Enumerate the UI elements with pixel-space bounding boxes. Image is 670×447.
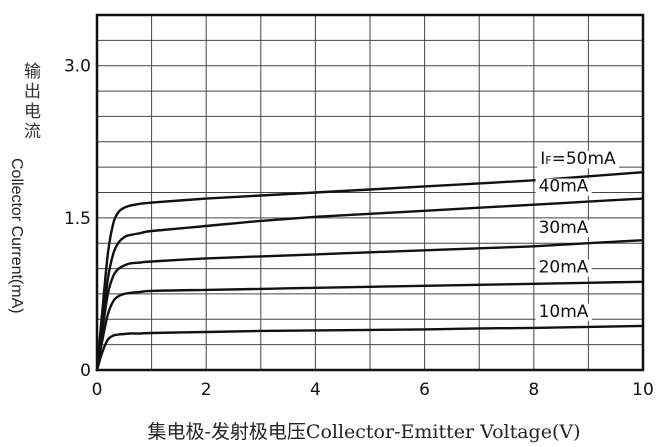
y-tick-label: 0 [80, 361, 91, 381]
y-axis-label-en: Collector Current(mA) [8, 158, 25, 314]
y-axis-label-cn: 输出电流 [20, 62, 41, 142]
curve-label-group: 40mA [535, 177, 592, 197]
curve-label-background [537, 151, 620, 169]
curve-label: 30mA [539, 218, 589, 238]
series-line-1 [95, 197, 645, 372]
y-tick-label: 3.0 [64, 57, 91, 77]
series-line-0 [95, 171, 645, 372]
curve-label: 10mA [539, 302, 589, 322]
series-line-4 [95, 324, 645, 372]
curve-label-background [535, 259, 592, 277]
curve-label: IF=50mA [540, 149, 616, 169]
series-line-3 [95, 280, 645, 372]
x-tick-label: 8 [528, 380, 539, 400]
x-axis-label: 集电极-发射极电压Collector-Emitter Voltage(V) [147, 421, 580, 443]
curve-label-group: 10mA [535, 302, 592, 322]
x-tick-label: 2 [201, 380, 212, 400]
curve-label-background [535, 178, 592, 196]
x-tick-label: 0 [92, 380, 103, 400]
x-tick-label: 6 [419, 380, 430, 400]
curve-label: 40mA [539, 177, 589, 197]
series-line-2 [95, 239, 645, 372]
curve-label-background [535, 303, 592, 321]
x-tick-label: 10 [632, 380, 654, 400]
curve-label-group: 20mA [535, 258, 592, 278]
curve-label-group: IF=50mA [537, 149, 620, 169]
x-tick-label: 4 [310, 380, 321, 400]
tick-labels: 0 2 4 6 8 10 0 1.5 3.0 [64, 57, 654, 400]
curve-label: 20mA [539, 258, 589, 278]
y-tick-label: 1.5 [64, 209, 91, 229]
plot-frame [95, 13, 645, 372]
curve-labels: IF=50mA 40mA 30mA 20mA 10mA [535, 149, 620, 322]
curve-label-group: 30mA [535, 218, 592, 238]
curve-label-background [535, 220, 592, 238]
curves [95, 171, 645, 372]
